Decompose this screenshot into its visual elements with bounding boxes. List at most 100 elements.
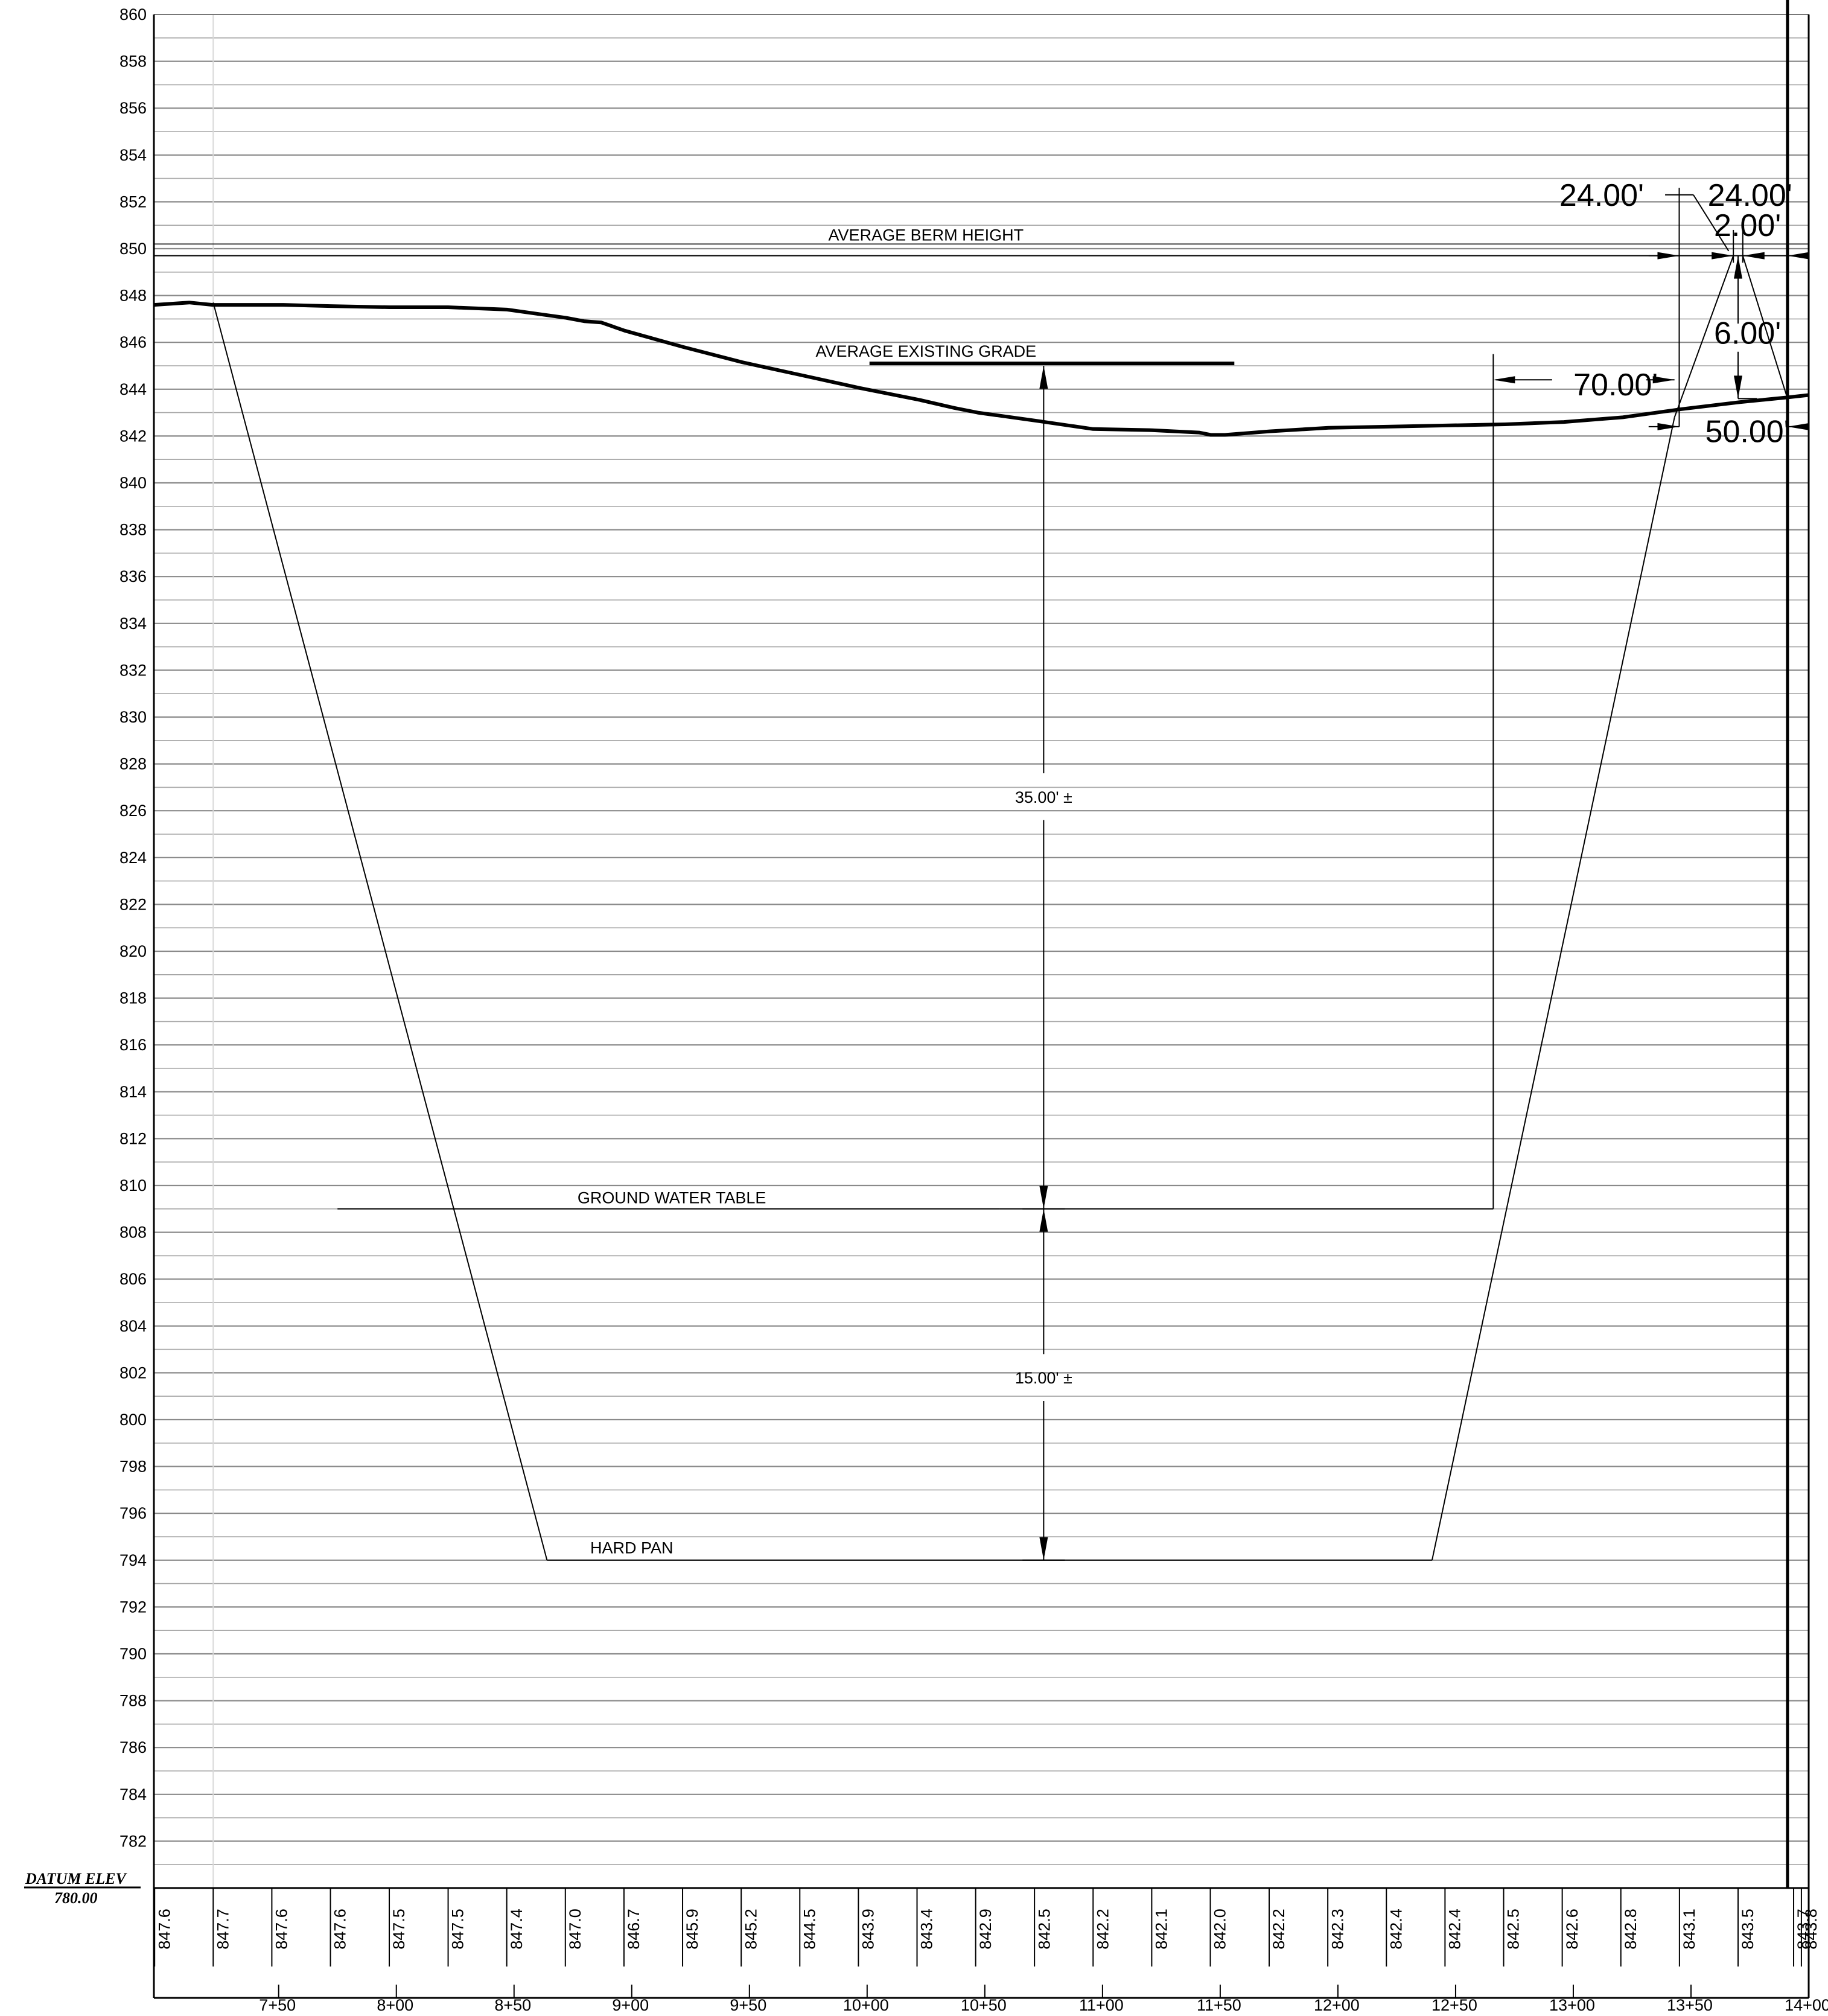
berm-height-6-label: 6.00' (1714, 316, 1781, 351)
hard-pan-label: HARD PAN (590, 1539, 674, 1557)
elevation-tick-label: 830 (119, 708, 147, 726)
average-berm-height-label: AVERAGE BERM HEIGHT (829, 226, 1024, 244)
elevation-tick-label: 802 (119, 1364, 147, 1382)
station-tick-label: 13+50 (1667, 1996, 1713, 2013)
datum-value: 780.00 (54, 1889, 98, 1907)
ground-elevation-label: 847.6 (331, 1909, 349, 1950)
ground-elevation-label: 843.4 (918, 1909, 936, 1950)
station-tick-label: 10+00 (843, 1996, 889, 2013)
ground-elevation-label: 847.0 (566, 1909, 584, 1950)
ground-elevation-label: 846.7 (625, 1909, 643, 1950)
station-tick-label: 12+50 (1432, 1996, 1477, 2013)
elevation-tick-label: 844 (119, 380, 147, 398)
depth-35-label: 35.00' ± (1015, 788, 1072, 806)
station-tick-label: 8+00 (377, 1996, 413, 2013)
design-lines (154, 188, 1809, 1561)
elevation-tick-labels: 860 858 856 854 852 850 848 846 844 842 840 838 836 8… (119, 5, 147, 1850)
elevation-tick-label: 792 (119, 1598, 147, 1616)
depth-15-arrow-bottom (1039, 1537, 1048, 1560)
elevation-tick-label: 790 (119, 1645, 147, 1663)
ground-elevation-label: 842.1 (1153, 1909, 1171, 1950)
station-tick-labels: 7+50 8+00 8+50 9+00 9+50 10+00 10+50 11+00 11+50… (259, 1996, 1828, 2014)
berm-height-arrow-top (1733, 255, 1742, 279)
elevation-tick-label: 856 (119, 99, 147, 117)
ground-elevation-label: 843.5 (1739, 1909, 1757, 1950)
station-elevation-table: 847.6 847.7 847.6 847.6 847.5 847.5 847.4 847.0… (154, 1888, 1820, 1998)
station-tick-label: 9+00 (612, 1996, 649, 2013)
elevation-tick-label: 858 (119, 53, 147, 71)
ground-elevation-label: 842.5 (1505, 1909, 1523, 1950)
ground-elevation-label: 845.2 (742, 1909, 760, 1950)
station-tick-label: 8+50 (494, 1996, 531, 2013)
ground-elevation-label: 843.7 (1794, 1909, 1812, 1950)
ground-elevation-label: 842.3 (1328, 1909, 1346, 1950)
elevation-tick-label: 814 (119, 1083, 147, 1101)
berm-24-label-left: 24.00' (1559, 178, 1644, 213)
ground-elevation-label: 842.9 (976, 1909, 995, 1950)
ground-elevation-label: 843.1 (1680, 1909, 1698, 1950)
elevation-tick-label: 816 (119, 1036, 147, 1054)
elevation-tick-label: 840 (119, 474, 147, 492)
width-70-arrow-right (1652, 376, 1675, 384)
station-tick-label: 11+50 (1197, 1996, 1241, 2013)
crest-2-label: 2.00' (1714, 208, 1781, 243)
ground-elevation-label: 842.4 (1446, 1909, 1464, 1950)
elevation-tick-label: 850 (119, 240, 147, 258)
berm-24-arrow-left (1787, 252, 1809, 260)
ground-elevation-label: 847.5 (449, 1909, 467, 1950)
dimension-markers (1022, 194, 1809, 1561)
ground-water-table-label: GROUND WATER TABLE (578, 1188, 766, 1207)
existing-ground-profile (153, 301, 1809, 437)
width-50-arrow-right (1657, 423, 1680, 430)
ground-elevation-label: 843.9 (859, 1909, 877, 1950)
elevation-tick-label: 786 (119, 1738, 147, 1756)
datum-label: DATUM ELEV (25, 1870, 128, 1887)
left-excavation-slope (212, 302, 548, 1561)
station-tick-label: 10+50 (961, 1996, 1007, 2013)
elevation-tick-label: 848 (119, 287, 147, 305)
depth-35-arrow-bottom (1039, 1185, 1048, 1209)
right-excavation-slope (1431, 417, 1675, 1561)
ground-elevation-label: 847.5 (390, 1909, 408, 1950)
ground-elevation-label: 847.6 (273, 1909, 291, 1950)
station-tick-label: 9+50 (730, 1996, 766, 2013)
elevation-tick-label: 794 (119, 1551, 147, 1569)
datum-block: DATUM ELEV 780.00 (24, 1870, 141, 1907)
elevation-tick-label: 804 (119, 1317, 147, 1335)
elevation-tick-label: 806 (119, 1270, 147, 1288)
berm-crest-arrow-right (1712, 252, 1734, 260)
ground-elevation-label: 842.2 (1270, 1909, 1288, 1950)
existing-ground-profile-layer (153, 301, 1809, 437)
elevation-tick-label: 852 (119, 193, 147, 211)
station-tick-label: 7+50 (259, 1996, 296, 2013)
annotations: AVERAGE BERM HEIGHT AVERAGE EXISTING GRAD… (578, 178, 1792, 1557)
elevation-tick-label: 826 (119, 802, 147, 820)
elevation-tick-label: 796 (119, 1504, 147, 1522)
elevation-tick-label: 820 (119, 942, 147, 960)
berm-24-label-right: 24.00' (1708, 178, 1792, 213)
elevation-tick-label: 800 (119, 1411, 147, 1429)
elevation-tick-label: 824 (119, 849, 147, 867)
width-70-arrow-left (1493, 376, 1515, 384)
ground-elevation-label: 847.4 (508, 1909, 526, 1950)
ground-elevation-label: 842.8 (1622, 1909, 1640, 1950)
average-existing-grade-label: AVERAGE EXISTING GRADE (816, 342, 1037, 360)
elevation-tick-label: 782 (119, 1832, 147, 1850)
elevation-tick-label: 784 (119, 1785, 147, 1804)
width-70-label: 70.00' (1573, 368, 1658, 403)
elevation-tick-label: 798 (119, 1458, 147, 1476)
elevation-tick-label: 812 (119, 1129, 147, 1147)
ground-elevation-label: 845.9 (683, 1909, 701, 1950)
ground-elevation-label: 842.4 (1387, 1909, 1405, 1950)
width-50-label: 50.00' (1705, 415, 1790, 450)
elevation-tick-label: 828 (119, 755, 147, 773)
ground-elevation-label: 842.0 (1211, 1909, 1229, 1950)
berm-24-leader-diagonal (1693, 194, 1730, 252)
plot-frame (153, 0, 1810, 1999)
station-tick-label: 12+00 (1314, 1996, 1360, 2013)
elevation-tick-label: 822 (119, 895, 147, 913)
ground-elevation-label: 843.8 (1802, 1909, 1820, 1950)
ground-elevation-label: 842.6 (1563, 1909, 1581, 1950)
